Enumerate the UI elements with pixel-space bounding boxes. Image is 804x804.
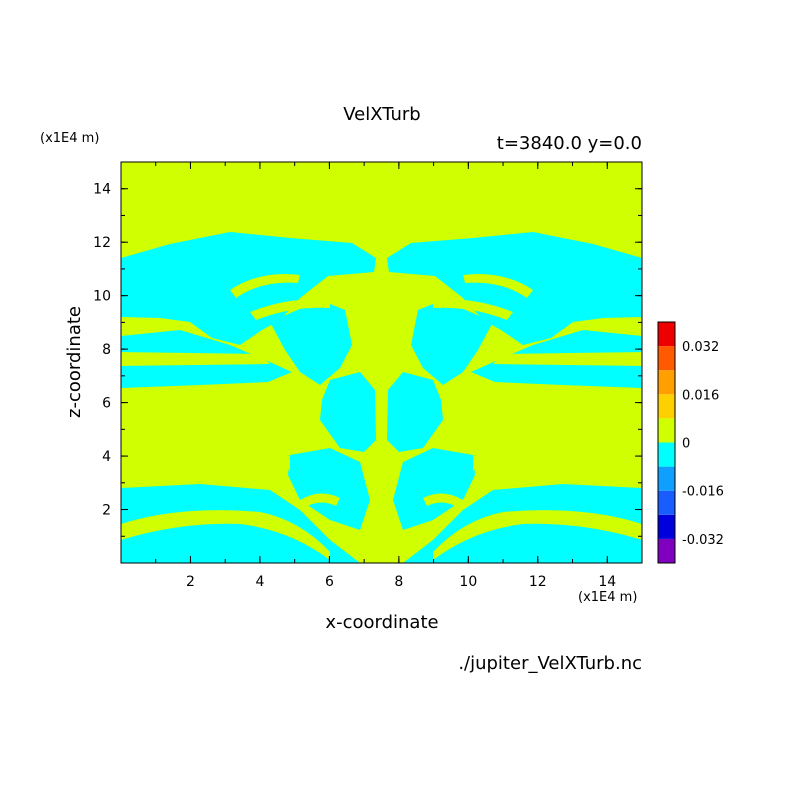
negative-region-11 [288, 448, 370, 530]
y-tick-label: 2 [102, 503, 111, 519]
y-axis-ticks: 2 4 6 8 10 12 14 [93, 182, 642, 537]
chart-title: VelXTurb [343, 104, 421, 125]
near-zero-streak-4 [473, 460, 603, 470]
colorbar: 0.032 0.016 0 -0.016 -0.032 [657, 321, 724, 564]
x-axis-label: x-coordinate [325, 612, 438, 633]
y-tick-label: 10 [93, 289, 111, 305]
x-tick-label: 4 [255, 574, 264, 590]
colorbar-band [658, 346, 675, 371]
near-zero-streak-6 [463, 274, 533, 298]
near-zero-streak-11 [300, 493, 340, 508]
chart-subtitle: t=3840.0 y=0.0 [497, 133, 642, 154]
y-tick-label: 12 [93, 235, 111, 251]
colorbar-tick-label: -0.032 [682, 533, 724, 548]
x-tick-label: 14 [598, 574, 616, 590]
plot-frame [120, 161, 643, 564]
near-zero-streak-9 [121, 352, 270, 366]
colorbar-band [658, 490, 675, 515]
y-tick-label: 8 [102, 342, 111, 358]
source-file-label: ./jupiter_VelXTurb.nc [458, 653, 642, 674]
x-tick-label: 8 [394, 574, 403, 590]
y-tick-label: 4 [102, 449, 111, 465]
near-zero-streak-1 [121, 510, 330, 560]
colorbar-band [658, 514, 675, 539]
negative-region-7 [320, 372, 376, 452]
colorbar-band [658, 370, 675, 395]
x-tick-label: 10 [459, 574, 477, 590]
x-axis-unit: (x1E4 m) [578, 590, 637, 605]
colorbar-band [658, 394, 675, 419]
negative-region-8 [387, 372, 443, 452]
x-axis-ticks: 2 4 6 8 10 12 14 [155, 162, 616, 590]
y-tick-label: 6 [102, 396, 111, 412]
negative-region-12 [393, 448, 475, 530]
colorbar-tick-label: 0.016 [682, 388, 719, 403]
near-zero-streak-2 [433, 510, 642, 560]
colorbar-band [658, 466, 675, 491]
colorbar-tick-label: 0 [682, 437, 690, 452]
near-zero-streak-12 [423, 493, 463, 508]
x-tick-label: 12 [529, 574, 547, 590]
negative-region-5 [270, 300, 352, 385]
contour-field [121, 162, 642, 563]
colorbar-tick-label: -0.016 [682, 485, 724, 500]
near-zero-streak-10 [493, 352, 642, 366]
x-tick-label: 2 [186, 574, 195, 590]
near-zero-streak-13 [378, 212, 386, 562]
colorbar-band [658, 442, 675, 467]
colorbar-band [658, 322, 675, 347]
colorbar-band [658, 418, 675, 443]
y-axis-label: z-coordinate [64, 306, 85, 418]
y-tick-label: 14 [93, 182, 111, 198]
colorbar-frame [657, 321, 676, 564]
y-axis-unit: (x1E4 m) [40, 131, 99, 146]
colorbar-band [658, 538, 675, 563]
negative-region-6 [411, 300, 493, 385]
near-zero-streak-8 [433, 299, 513, 320]
near-zero-streak-5 [230, 274, 300, 298]
colorbar-tick-label: 0.032 [682, 340, 719, 355]
near-zero-streak-3 [160, 460, 290, 470]
x-tick-label: 6 [325, 574, 334, 590]
near-zero-streak-7 [250, 299, 330, 320]
